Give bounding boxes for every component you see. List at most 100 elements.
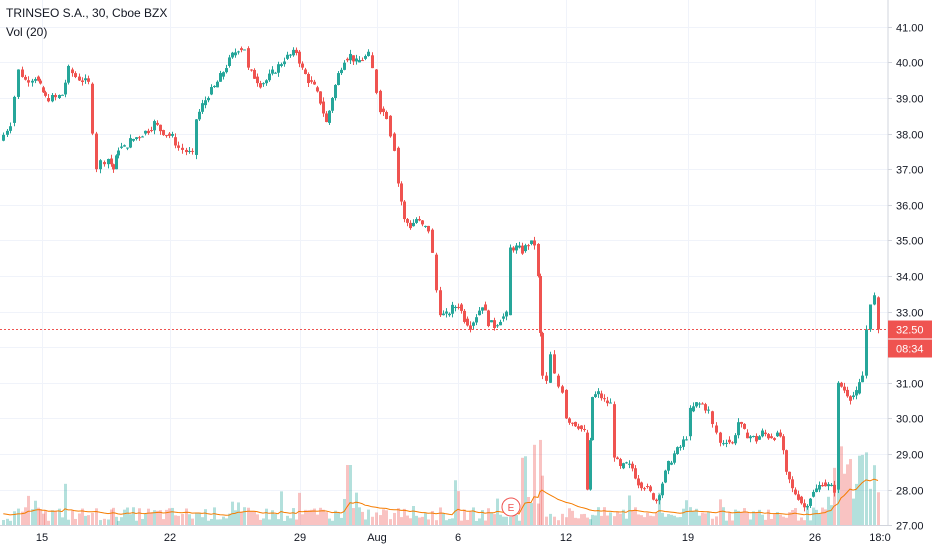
volume-bar [91, 512, 94, 525]
candle-body [364, 56, 367, 59]
volume-bar [637, 514, 640, 525]
volume-bar [779, 514, 782, 525]
candle-body [797, 494, 800, 500]
candle-body [403, 201, 406, 220]
volume-bar [755, 512, 758, 525]
candle-body [725, 442, 728, 444]
volume-bar [78, 513, 81, 525]
candle-body [181, 147, 184, 150]
volume-bar [262, 518, 265, 525]
volume-bar [770, 518, 773, 525]
volume-bar [174, 515, 177, 525]
volume-bar [274, 514, 277, 525]
earnings-marker[interactable]: E [501, 497, 521, 517]
candle-body [761, 430, 764, 437]
candle-body [177, 145, 180, 148]
last-price-badge [888, 320, 932, 339]
candle-body [415, 219, 418, 223]
y-tick-label: 28.00 [896, 486, 924, 498]
volume-bar [334, 510, 337, 525]
volume-bar [292, 508, 295, 525]
candle-body [685, 439, 688, 441]
volume-bar [606, 515, 609, 525]
candle-body [776, 432, 779, 437]
volume-bar [676, 517, 679, 525]
y-tick-label: 31.00 [896, 379, 924, 391]
volume-bar [343, 498, 346, 525]
volume-bar [740, 512, 743, 525]
candle-body [74, 73, 77, 78]
candle-body [13, 96, 16, 123]
last-price-label: 32.50 [896, 325, 924, 337]
candle-body [574, 421, 577, 427]
candle-body [586, 432, 589, 490]
volume-bar [451, 518, 454, 525]
candle-body [545, 375, 548, 381]
candle-body [361, 60, 364, 62]
volume-bar [253, 511, 256, 525]
candle-body [37, 76, 40, 81]
volume-bar [749, 519, 752, 525]
symbol-title[interactable]: TRINSEO S.A., 30, Cboe BZX [6, 6, 168, 20]
candle-body [243, 49, 246, 51]
candle-body [34, 79, 37, 81]
candle-body [682, 439, 685, 447]
candle-body [313, 81, 316, 85]
y-tick-label: 36.00 [896, 201, 924, 213]
price-axis[interactable]: 27.0028.0029.0030.0031.0032.0033.0034.00… [887, 0, 924, 533]
candle-body [138, 137, 141, 139]
candle-body [758, 436, 761, 440]
candle-body [44, 92, 47, 96]
volume-bar [123, 509, 126, 525]
candle-body [827, 484, 830, 487]
candle-body [731, 442, 734, 444]
volume-bar [304, 509, 307, 525]
volume-bar [286, 515, 289, 525]
candle-body [286, 54, 289, 59]
candle-body [583, 428, 586, 430]
volume-bar [216, 519, 219, 525]
volume-bar [861, 454, 864, 525]
y-tick-label: 40.00 [896, 58, 924, 70]
volume-bar [524, 456, 527, 525]
candle-body [561, 386, 564, 393]
volume-bar [448, 518, 451, 525]
candle-body [219, 73, 222, 82]
candle-body [512, 247, 515, 251]
time-axis[interactable]: 15 22 29 Aug 6 12 19 26 18:0 [0, 525, 891, 545]
candle-body [195, 119, 198, 155]
candle-body [304, 69, 307, 74]
candle-body [661, 483, 664, 496]
candle-body [2, 134, 5, 141]
candle-body [806, 505, 809, 508]
volume-bar [509, 516, 512, 525]
candle-body [91, 83, 94, 134]
candle-body [84, 78, 87, 81]
volume-bar [6, 518, 9, 525]
x-tick-label: 18:0 [869, 532, 890, 544]
volume-bar [400, 517, 403, 525]
candle-body [21, 69, 24, 77]
candle-body [225, 68, 228, 73]
candle-body [770, 436, 773, 439]
volume-bar [788, 512, 791, 525]
candle-body [262, 83, 265, 85]
candle-body [553, 354, 556, 374]
earnings-label: E [508, 503, 515, 514]
volume-bar [371, 516, 374, 525]
candle-body [295, 49, 298, 54]
candle-body [505, 311, 508, 317]
candle-body [484, 304, 487, 311]
volume-bar [553, 516, 556, 525]
indicator-label[interactable]: Vol (20) [6, 25, 48, 39]
candle-body [565, 389, 568, 419]
volume-bar [815, 509, 818, 525]
volume-bar [319, 507, 322, 525]
candle-body [27, 80, 30, 83]
volume-bar [466, 519, 469, 525]
candle-body [502, 316, 505, 319]
volume-bar [352, 508, 355, 525]
candle-body [664, 470, 667, 483]
volume-bar [541, 475, 544, 525]
